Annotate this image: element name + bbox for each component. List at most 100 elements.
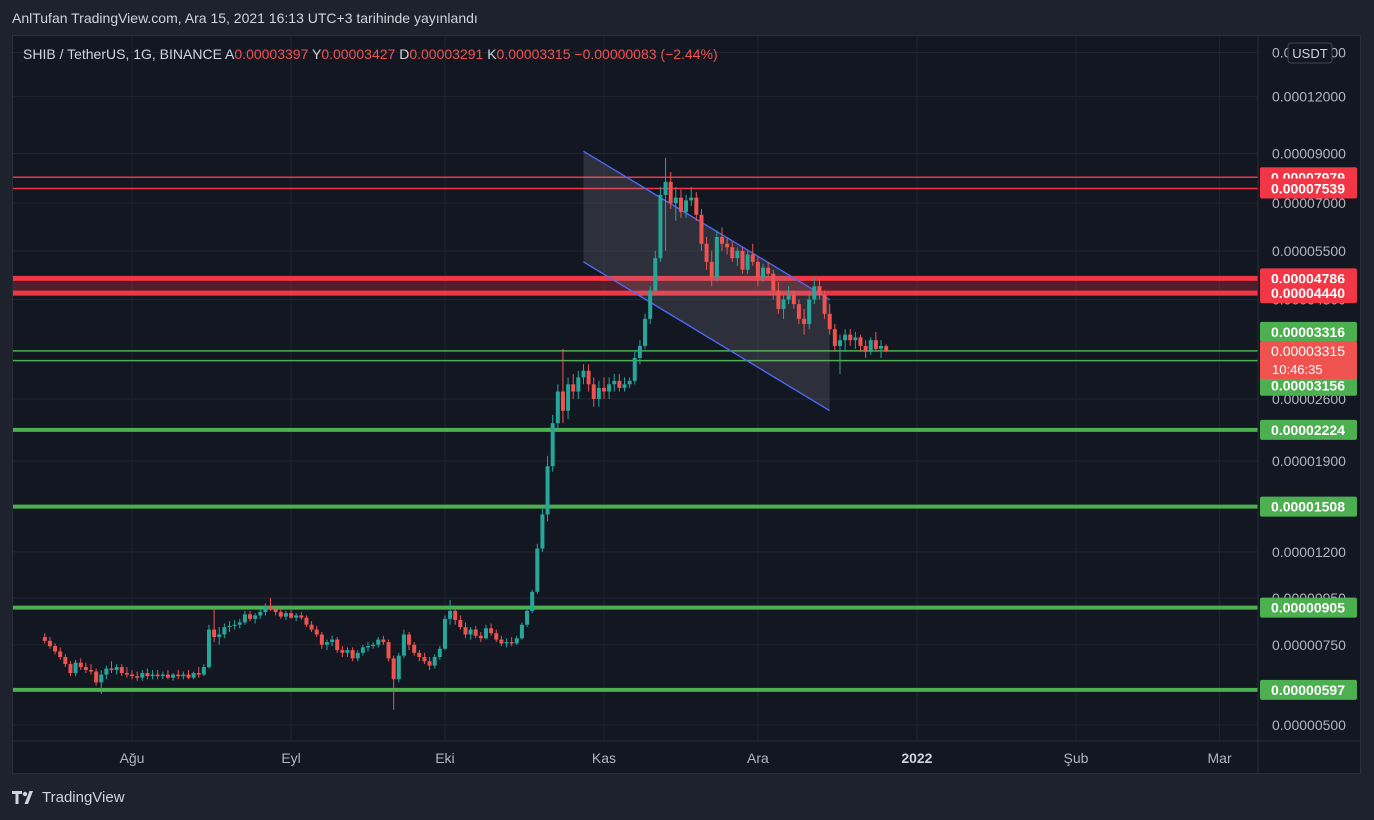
legend-low: 0.00003291 bbox=[409, 46, 487, 62]
candle-body bbox=[484, 628, 488, 639]
candle-body bbox=[519, 624, 524, 639]
channel-upper-line bbox=[583, 150, 831, 301]
candle-body bbox=[237, 622, 242, 625]
candle-body bbox=[478, 635, 483, 639]
candle-body bbox=[99, 674, 104, 683]
candle-body bbox=[843, 334, 848, 341]
candle-body bbox=[294, 615, 299, 618]
candle-body bbox=[761, 267, 766, 278]
candle-body bbox=[386, 642, 391, 659]
candle-body bbox=[489, 628, 494, 634]
currency-badge-bg bbox=[1287, 42, 1333, 64]
candle-body bbox=[745, 254, 750, 270]
candle-body bbox=[730, 247, 735, 259]
candle-body bbox=[868, 340, 873, 352]
support-badge-bg bbox=[1260, 321, 1357, 342]
candle-body bbox=[719, 236, 724, 244]
candle-body bbox=[699, 214, 704, 244]
candle-body bbox=[201, 667, 206, 675]
candle-body bbox=[345, 650, 350, 653]
last-price-badge-bg bbox=[1260, 340, 1357, 379]
candle-body bbox=[848, 334, 853, 341]
candle-body bbox=[504, 642, 509, 644]
candle-body bbox=[468, 629, 473, 635]
candle-body bbox=[155, 674, 160, 677]
candle-body bbox=[227, 625, 232, 628]
candle-body bbox=[114, 667, 119, 671]
candle-body bbox=[555, 391, 560, 424]
candle-body bbox=[330, 639, 335, 643]
candle-body bbox=[755, 261, 760, 278]
candle-body bbox=[530, 591, 535, 611]
candle-body bbox=[47, 640, 52, 647]
candle-body bbox=[324, 642, 329, 645]
candle-body bbox=[725, 243, 730, 248]
candle-body bbox=[535, 548, 540, 592]
candle-body bbox=[273, 608, 278, 613]
candle-body bbox=[391, 658, 396, 680]
candle-body bbox=[704, 243, 709, 262]
candle-body bbox=[78, 662, 83, 668]
candle-body bbox=[186, 674, 191, 678]
time-tick-label: Şub bbox=[1063, 750, 1088, 766]
candle-body bbox=[812, 286, 817, 300]
candle-body bbox=[545, 466, 550, 515]
publisher-line: AnlTufan TradingView.com, Ara 15, 2021 1… bbox=[12, 10, 478, 26]
legend-symbol: SHIB / TetherUS, 1G, BINANCE bbox=[23, 46, 225, 62]
candle-body bbox=[884, 346, 889, 351]
candle-body bbox=[668, 181, 673, 204]
candle-body bbox=[776, 290, 781, 309]
candle-body bbox=[514, 638, 519, 644]
candle-body bbox=[283, 613, 288, 617]
candle-body bbox=[253, 615, 258, 619]
candle-body bbox=[309, 624, 314, 630]
candle-body bbox=[176, 674, 181, 677]
candle-body bbox=[88, 670, 93, 672]
candle-body bbox=[442, 618, 447, 649]
candle-body bbox=[340, 650, 345, 653]
candle-body bbox=[622, 384, 627, 388]
candle-body bbox=[104, 668, 109, 675]
candle-body bbox=[612, 380, 617, 385]
candle-body bbox=[509, 642, 514, 644]
candle-body bbox=[289, 613, 294, 618]
resistance-badge: 0.00007539 bbox=[1271, 180, 1345, 196]
candle-body bbox=[381, 639, 386, 643]
candle-body bbox=[766, 267, 771, 274]
candle-body bbox=[42, 637, 47, 641]
candle-body bbox=[858, 337, 863, 346]
candle-body bbox=[653, 258, 658, 291]
candle-body bbox=[499, 639, 504, 644]
candle-body bbox=[422, 656, 427, 662]
candle-body bbox=[232, 624, 237, 626]
candle-body bbox=[709, 261, 714, 278]
legend-low-label: D bbox=[399, 46, 409, 62]
candle-body bbox=[140, 673, 145, 678]
candle-body bbox=[581, 370, 586, 378]
candle-body bbox=[319, 634, 324, 645]
candle-body bbox=[53, 646, 58, 652]
candle-body bbox=[601, 387, 606, 392]
candle-body bbox=[735, 250, 740, 259]
price-tick-label: 0.00000500 bbox=[1272, 717, 1346, 733]
last-price-label: 0.00003315 bbox=[1271, 343, 1345, 359]
chart-panel[interactable]: 0.000150000.000120000.000090000.00007000… bbox=[12, 35, 1361, 774]
price-tick-label: 0.00001900 bbox=[1272, 453, 1346, 469]
footer: TradingView bbox=[12, 789, 125, 806]
candle-body bbox=[68, 664, 73, 674]
candle-body bbox=[83, 667, 88, 671]
candle-body bbox=[802, 318, 807, 324]
candle-body bbox=[791, 294, 796, 305]
price-chart[interactable]: 0.000150000.000120000.000090000.00007000… bbox=[13, 36, 1360, 773]
time-tick-label: 2022 bbox=[901, 750, 932, 766]
candle-body bbox=[448, 610, 453, 619]
time-tick-label: Ağu bbox=[120, 750, 145, 766]
time-tick-label: Ara bbox=[747, 750, 769, 766]
candle-body bbox=[73, 662, 78, 674]
time-tick-label: Eki bbox=[435, 750, 454, 766]
candle-body bbox=[827, 313, 832, 330]
candle-body bbox=[694, 197, 699, 215]
candle-body bbox=[750, 254, 755, 262]
currency-badge[interactable]: USDT bbox=[1292, 46, 1327, 61]
legend-close-label: K bbox=[487, 46, 497, 62]
